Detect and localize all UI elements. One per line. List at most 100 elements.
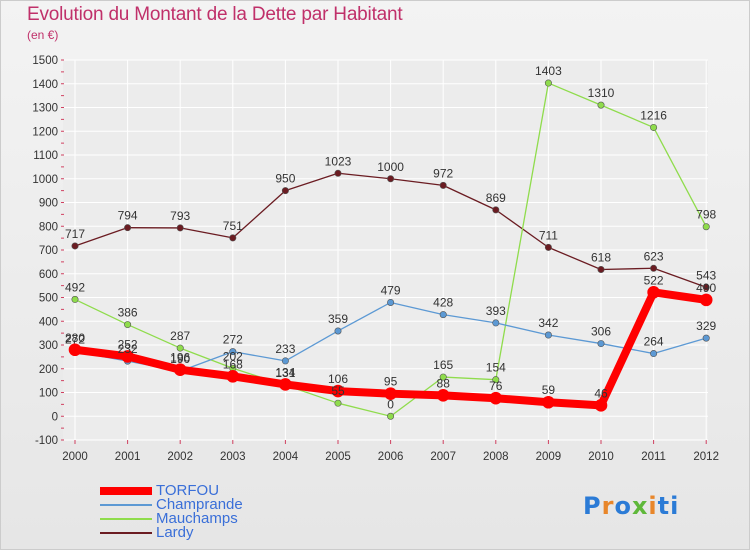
data-point-lardy <box>281 187 289 195</box>
data-point-champrande <box>281 357 289 365</box>
legend-label: Champrande <box>156 496 243 513</box>
data-label-lardy: 793 <box>170 209 190 223</box>
data-label-lardy: 972 <box>433 166 453 180</box>
data-point-torfou <box>68 343 82 357</box>
data-label-mauchamps: 165 <box>433 358 453 372</box>
data-label-champrande: 342 <box>538 316 558 330</box>
y-tick-label: 100 <box>39 388 58 400</box>
y-tick-label: 0 <box>52 411 58 423</box>
data-point-mauchamps <box>492 376 500 384</box>
data-point-lardy <box>597 265 605 273</box>
data-label-mauchamps: 1310 <box>588 86 615 100</box>
x-tick-label: 2008 <box>483 451 509 463</box>
y-tick-label: 600 <box>39 269 58 281</box>
x-tick-label: 2012 <box>693 451 719 463</box>
data-label-champrande: 272 <box>223 333 243 347</box>
data-label-mauchamps: 202 <box>223 349 243 363</box>
data-label-mauchamps: 287 <box>170 329 190 343</box>
data-label-champrande: 264 <box>644 335 664 349</box>
data-point-mauchamps <box>124 321 132 329</box>
data-label-mauchamps: 1216 <box>640 108 667 122</box>
legend-label: TORFOU <box>156 482 220 499</box>
data-point-torfou <box>647 285 660 299</box>
data-label-mauchamps: 798 <box>696 208 716 222</box>
data-point-lardy <box>71 242 79 250</box>
data-point-lardy <box>387 175 395 183</box>
x-tick-label: 2006 <box>378 451 404 463</box>
data-point-mauchamps <box>597 101 605 109</box>
data-label-torfou: 76 <box>489 379 503 393</box>
legend-swatch <box>100 532 152 534</box>
data-point-lardy <box>544 243 552 251</box>
data-label-champrande: 190 <box>170 352 190 366</box>
x-tick-label: 2005 <box>325 451 351 463</box>
data-label-lardy: 794 <box>118 209 138 223</box>
x-tick-label: 2010 <box>588 451 614 463</box>
data-label-lardy: 711 <box>539 228 558 242</box>
data-point-champrande <box>650 350 658 358</box>
data-label-torfou: 522 <box>644 273 664 287</box>
data-point-torfou <box>699 293 713 307</box>
data-point-torfou <box>279 378 292 391</box>
data-label-champrande: 329 <box>696 319 716 333</box>
data-label-mauchamps: 1403 <box>535 64 562 78</box>
data-point-torfou <box>226 370 240 383</box>
data-label-champrande: 393 <box>486 304 506 318</box>
data-label-mauchamps: 492 <box>65 280 85 294</box>
data-label-torfou: 196 <box>170 351 190 365</box>
legend-item-champrande: Champrande <box>100 496 243 513</box>
data-point-lardy <box>650 264 658 272</box>
data-point-lardy <box>492 206 500 214</box>
data-label-lardy: 623 <box>644 249 664 263</box>
data-label-lardy: 950 <box>275 172 295 186</box>
data-label-torfou: 88 <box>437 376 451 390</box>
data-point-lardy <box>229 234 237 242</box>
y-tick-label: -100 <box>35 435 58 447</box>
data-point-lardy <box>702 283 710 291</box>
data-label-champrande: 479 <box>381 283 401 297</box>
y-tick-label: 1400 <box>32 79 58 91</box>
data-point-champrande <box>492 319 500 327</box>
legend-swatch <box>100 504 152 506</box>
data-point-torfou <box>436 389 450 402</box>
y-tick-label: 400 <box>39 316 58 328</box>
data-point-lardy <box>439 181 447 189</box>
y-tick-label: 1000 <box>32 174 58 186</box>
data-point-champrande <box>229 348 237 356</box>
data-point-torfou <box>594 399 608 412</box>
data-label-mauchamps: 154 <box>486 361 506 375</box>
data-point-torfou <box>331 384 345 398</box>
data-point-champrande <box>387 298 395 306</box>
x-tick-label: 2001 <box>115 451 141 463</box>
legend: TORFOU Champrande Mauchamps Lardy <box>100 482 243 540</box>
data-point-champrande <box>439 311 447 319</box>
data-label-torfou: 280 <box>65 331 85 345</box>
y-tick-label: 200 <box>39 364 58 376</box>
data-label-torfou: 46 <box>594 386 608 400</box>
y-tick-label: 700 <box>39 245 58 257</box>
data-point-mauchamps <box>176 344 184 352</box>
data-point-mauchamps <box>702 223 710 231</box>
legend-swatch <box>100 518 152 520</box>
data-point-champrande <box>334 327 342 335</box>
y-tick-label: 800 <box>39 221 58 233</box>
x-tick-label: 2002 <box>167 451 193 463</box>
y-tick-label: 1300 <box>32 103 58 115</box>
chart-subtitle: (en €) <box>27 28 59 42</box>
data-point-champrande <box>544 331 552 339</box>
data-point-torfou <box>173 363 187 377</box>
data-point-mauchamps <box>71 295 79 303</box>
data-point-lardy <box>176 224 184 232</box>
x-tick-label: 2003 <box>220 451 246 463</box>
data-label-mauchamps: 0 <box>387 397 394 411</box>
legend-item-lardy: Lardy <box>100 525 243 540</box>
data-point-mauchamps <box>387 412 395 420</box>
data-point-champrande <box>597 340 605 348</box>
data-label-torfou: 106 <box>328 372 348 386</box>
data-label-champrande: 428 <box>433 296 453 310</box>
data-point-lardy <box>124 224 132 232</box>
data-label-lardy: 751 <box>223 219 243 233</box>
data-label-mauchamps: 386 <box>118 306 138 320</box>
data-label-champrande: 306 <box>591 325 611 339</box>
data-label-champrande: 232 <box>118 342 138 356</box>
